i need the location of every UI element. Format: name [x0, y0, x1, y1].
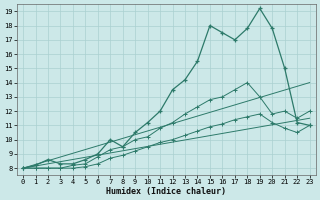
X-axis label: Humidex (Indice chaleur): Humidex (Indice chaleur)	[106, 187, 226, 196]
